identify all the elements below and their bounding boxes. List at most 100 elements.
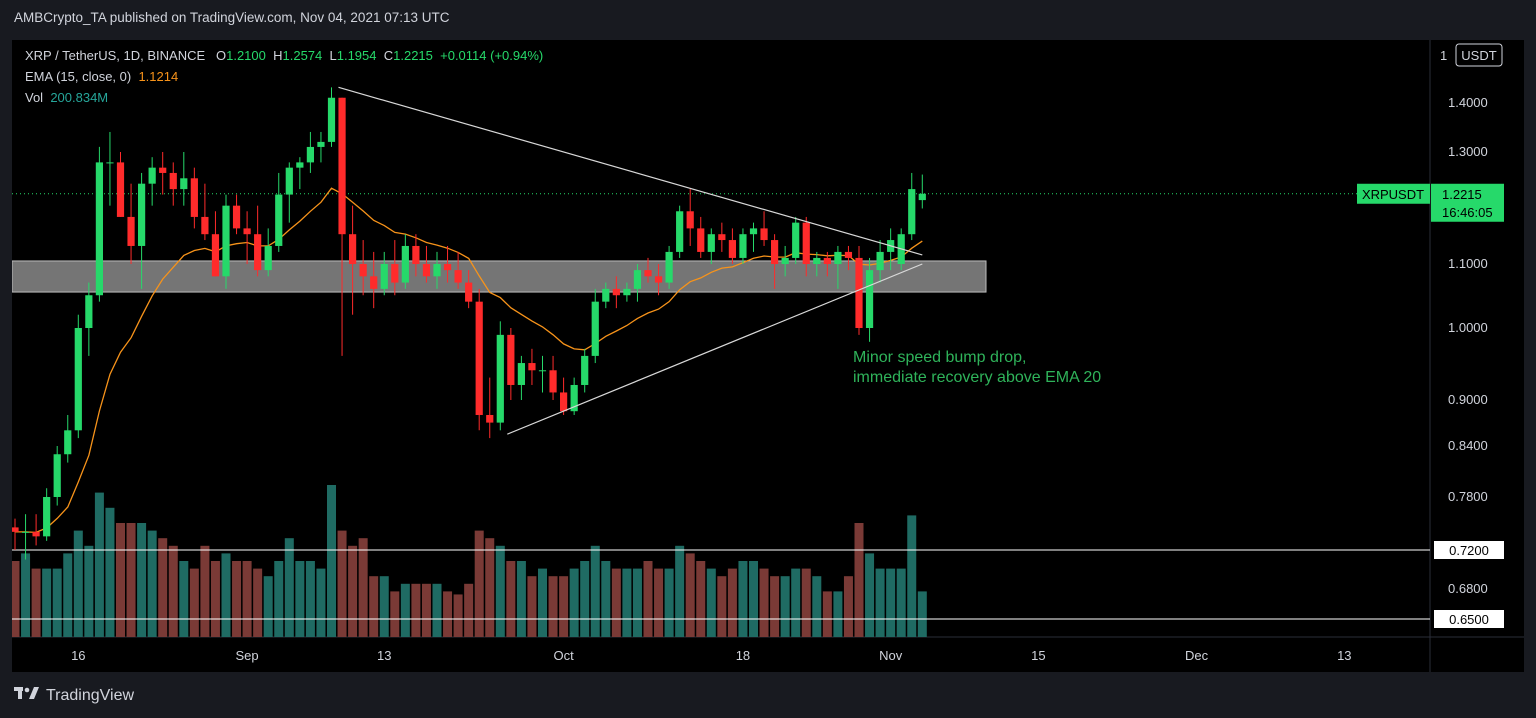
- candle-body[interactable]: [707, 234, 715, 252]
- candle-body[interactable]: [749, 228, 758, 235]
- candle-body[interactable]: [823, 257, 831, 264]
- candle-body[interactable]: [560, 392, 568, 412]
- candle-body[interactable]: [43, 497, 51, 537]
- candle-body[interactable]: [908, 189, 916, 235]
- candle-body[interactable]: [159, 167, 167, 173]
- candle-body[interactable]: [306, 146, 314, 163]
- ema-line[interactable]: [15, 187, 923, 534]
- candle-body[interactable]: [792, 222, 800, 258]
- candle-body[interactable]: [222, 205, 230, 277]
- candle-body[interactable]: [771, 240, 779, 264]
- trendline[interactable]: [338, 86, 923, 256]
- ema-legend[interactable]: EMA (15, close, 0) 1.1214: [25, 69, 178, 84]
- candle-body[interactable]: [211, 234, 220, 277]
- candle-body[interactable]: [232, 205, 241, 229]
- candle-body[interactable]: [813, 257, 821, 264]
- candle-body[interactable]: [654, 276, 663, 283]
- candle-body[interactable]: [138, 183, 146, 246]
- annotation-text[interactable]: immediate recovery above EMA 20: [853, 369, 1101, 386]
- candle-body[interactable]: [32, 531, 40, 537]
- candle-body[interactable]: [201, 216, 209, 235]
- candle-body[interactable]: [12, 527, 19, 532]
- candle-body[interactable]: [865, 270, 874, 328]
- candle-body[interactable]: [443, 264, 452, 271]
- candle-body[interactable]: [359, 264, 367, 277]
- candle-body[interactable]: [475, 301, 483, 415]
- candle-body[interactable]: [180, 178, 188, 190]
- candle-body[interactable]: [380, 264, 388, 289]
- candle-body[interactable]: [697, 228, 705, 252]
- volume-legend[interactable]: Vol 200.834M: [25, 90, 108, 105]
- candle-body[interactable]: [169, 172, 177, 190]
- candle-body[interactable]: [602, 288, 610, 302]
- candle-body[interactable]: [21, 531, 30, 533]
- candle-body[interactable]: [612, 288, 620, 296]
- candle-body[interactable]: [760, 228, 768, 241]
- candle-body[interactable]: [412, 245, 420, 264]
- candlestick-chart[interactable]: Minor speed bump drop, immediate recovery…: [12, 40, 1524, 672]
- candle-body[interactable]: [623, 288, 631, 296]
- candle-body[interactable]: [728, 240, 736, 258]
- candle-body[interactable]: [74, 328, 82, 431]
- candle-body[interactable]: [739, 234, 747, 258]
- candle-body[interactable]: [391, 264, 399, 283]
- candle-body[interactable]: [517, 363, 525, 385]
- candle-body[interactable]: [370, 276, 378, 289]
- candle-body[interactable]: [85, 295, 93, 328]
- candle-body[interactable]: [275, 194, 283, 246]
- candle-body[interactable]: [254, 234, 262, 271]
- candle-body[interactable]: [116, 162, 125, 217]
- candle-body[interactable]: [633, 270, 642, 289]
- candle-body[interactable]: [581, 355, 589, 385]
- candle-body[interactable]: [802, 222, 810, 264]
- candle-body[interactable]: [95, 162, 103, 296]
- ticker-tag[interactable]: [1357, 183, 1430, 204]
- candle-body[interactable]: [285, 167, 293, 195]
- symbol-label[interactable]: XRP / TetherUS, 1D, BINANCE: [25, 48, 206, 63]
- candle-body[interactable]: [296, 162, 304, 168]
- currency-label[interactable]: USDT: [1461, 48, 1496, 63]
- currency-button[interactable]: [1455, 43, 1503, 67]
- trendline[interactable]: [507, 263, 923, 435]
- candle-body[interactable]: [317, 141, 325, 147]
- candle-body[interactable]: [844, 251, 853, 258]
- candle-body[interactable]: [507, 334, 515, 385]
- chart-panel[interactable]: Minor speed bump drop, immediate recovery…: [12, 40, 1524, 672]
- candle-body[interactable]: [327, 97, 336, 142]
- candle-body[interactable]: [243, 228, 251, 235]
- candle-body[interactable]: [190, 178, 198, 217]
- candle-body[interactable]: [665, 251, 673, 283]
- candle-body[interactable]: [676, 211, 684, 252]
- candle-body[interactable]: [686, 211, 694, 229]
- candle-body[interactable]: [338, 97, 346, 235]
- candle-body[interactable]: [570, 384, 578, 412]
- candle-body[interactable]: [528, 363, 536, 371]
- hline-price-tag[interactable]: [1434, 541, 1504, 559]
- candle-body[interactable]: [781, 257, 789, 264]
- candle-body[interactable]: [148, 167, 156, 184]
- candle-body[interactable]: [401, 245, 409, 283]
- candle-body[interactable]: [496, 334, 504, 423]
- candle-body[interactable]: [106, 162, 114, 164]
- candle-body[interactable]: [422, 264, 431, 277]
- candle-body[interactable]: [644, 270, 652, 277]
- candle-body[interactable]: [64, 430, 72, 455]
- candle-body[interactable]: [486, 414, 494, 423]
- candle-body[interactable]: [465, 282, 473, 302]
- candle-body[interactable]: [549, 370, 557, 393]
- candle-body[interactable]: [538, 370, 547, 372]
- footer-brand[interactable]: TradingView: [14, 686, 134, 705]
- candle-body[interactable]: [53, 454, 61, 497]
- candle-body[interactable]: [876, 251, 884, 271]
- last-price-tag[interactable]: [1431, 183, 1504, 222]
- candle-body[interactable]: [433, 264, 441, 277]
- candle-body[interactable]: [918, 193, 926, 201]
- candle-body[interactable]: [127, 216, 135, 246]
- hline-price-tag[interactable]: [1434, 610, 1504, 628]
- annotation-text[interactable]: Minor speed bump drop,: [853, 349, 1026, 366]
- candle-body[interactable]: [718, 234, 726, 241]
- candle-body[interactable]: [591, 301, 599, 356]
- candle-body[interactable]: [264, 245, 272, 271]
- candle-body[interactable]: [454, 270, 462, 283]
- candle-body[interactable]: [349, 234, 357, 264]
